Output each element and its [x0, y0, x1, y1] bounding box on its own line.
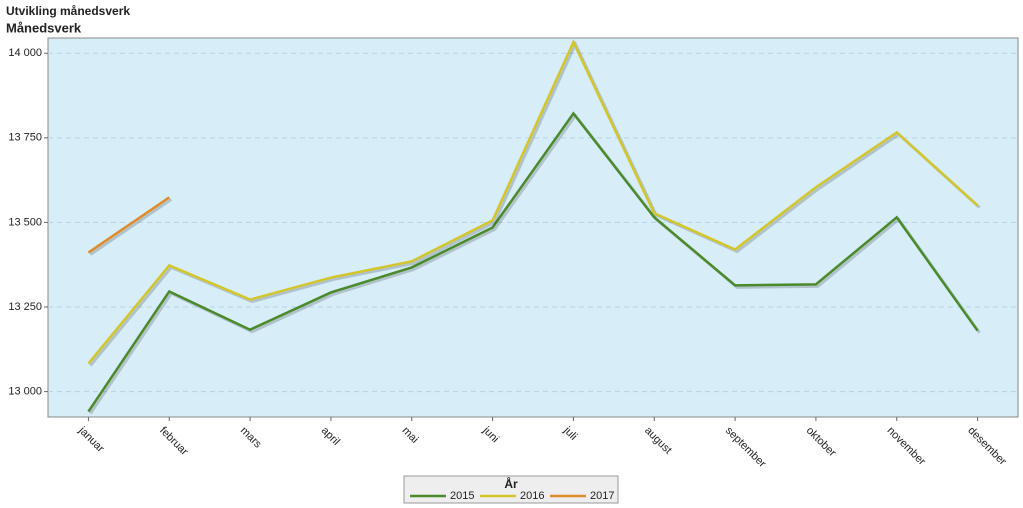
x-tick-label: mai [400, 425, 421, 446]
y-tick-label: 13 500 [8, 216, 42, 228]
legend-title: År [504, 476, 518, 491]
x-tick-label: juni [480, 424, 501, 445]
chart-title: Utvikling månedsverk [6, 4, 130, 18]
chart-subtitle: Månedsverk [6, 20, 82, 35]
series-line [87, 196, 170, 254]
y-tick-label: 13 750 [8, 132, 42, 144]
x-tick-label: april [319, 425, 342, 448]
x-tick-label: oktober [804, 425, 839, 460]
plot-area [47, 37, 1019, 418]
x-tick-label: november [885, 425, 928, 468]
x-tick-label: august [642, 425, 674, 457]
x-tick-label: januar [76, 424, 107, 455]
legend-label: 2016 [520, 490, 544, 502]
y-tick-label: 13 250 [8, 301, 42, 313]
y-tick-label: 14 000 [8, 47, 42, 59]
legend-label: 2015 [450, 490, 474, 502]
x-tick-label: september [723, 425, 768, 470]
x-tick-label: februar [157, 425, 190, 458]
series-line [87, 39, 979, 365]
legend-label: 2017 [590, 490, 614, 502]
x-tick-label: juli [561, 424, 580, 443]
legend-box [403, 475, 619, 504]
y-tick-label: 13 000 [8, 386, 42, 398]
line-shadow [89, 198, 173, 256]
x-tick-label: desember [965, 425, 1008, 468]
x-tick-label: mars [238, 425, 264, 451]
series-line [87, 111, 979, 413]
